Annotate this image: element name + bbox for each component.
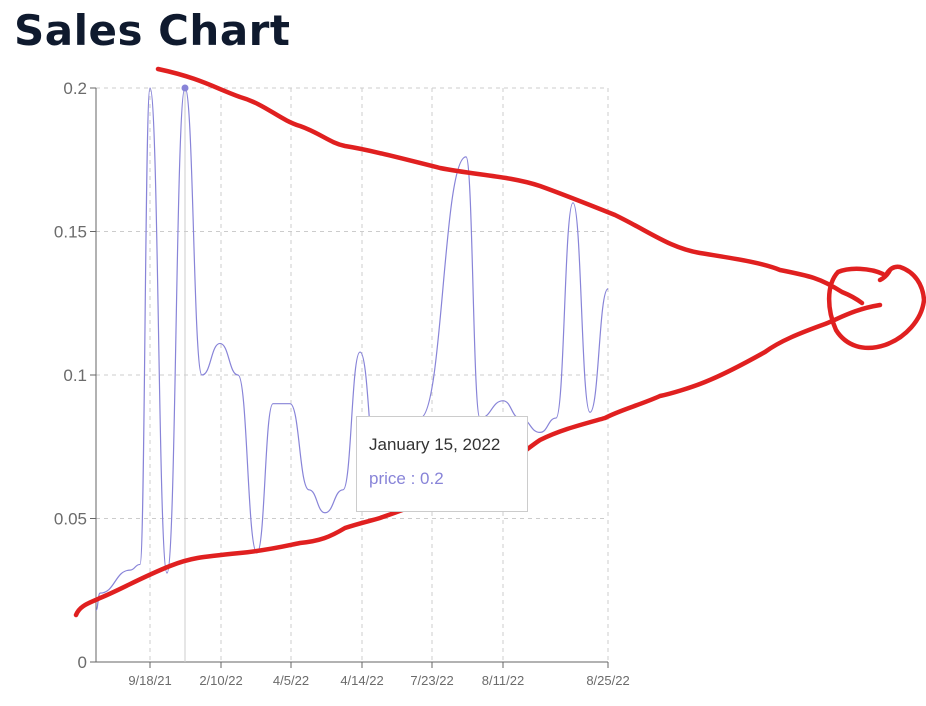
y-tick-label: 0 bbox=[78, 653, 87, 672]
active-point[interactable] bbox=[181, 84, 189, 92]
red-hand-annotation bbox=[73, 66, 926, 618]
y-axis-ticks: 0 0.05 0.1 0.15 0.2 bbox=[54, 79, 96, 672]
series-line-price bbox=[95, 87, 609, 611]
y-tick-label: 0.1 bbox=[63, 366, 87, 385]
chart-grid bbox=[96, 87, 609, 662]
y-tick-label: 0.2 bbox=[63, 79, 87, 98]
x-tick-label: 4/5/22 bbox=[273, 673, 309, 688]
x-tick-label: 9/18/21 bbox=[128, 673, 171, 688]
annotation-stroke bbox=[877, 267, 893, 283]
y-tick-label: 0.05 bbox=[54, 510, 87, 529]
chart-title: Sales Chart bbox=[14, 6, 291, 55]
x-tick-label: 8/25/22 bbox=[586, 673, 629, 688]
x-tick-label: 7/23/22 bbox=[410, 673, 453, 688]
x-tick-label: 4/14/22 bbox=[340, 673, 383, 688]
x-tick-label: 8/11/22 bbox=[482, 673, 524, 688]
tooltip-date: January 15, 2022 bbox=[369, 435, 501, 454]
annotation-stroke bbox=[155, 66, 865, 306]
chart-tooltip: January 15, 2022 price : 0.2 bbox=[356, 416, 528, 512]
x-tick-label: 2/10/22 bbox=[199, 673, 242, 688]
x-axis-ticks: 9/18/21 2/10/22 4/5/22 4/14/22 7/23/22 8/11/2… bbox=[128, 662, 630, 688]
annotation-stroke bbox=[826, 264, 926, 351]
tooltip-value: price : 0.2 bbox=[369, 469, 444, 488]
y-tick-label: 0.15 bbox=[54, 223, 87, 242]
